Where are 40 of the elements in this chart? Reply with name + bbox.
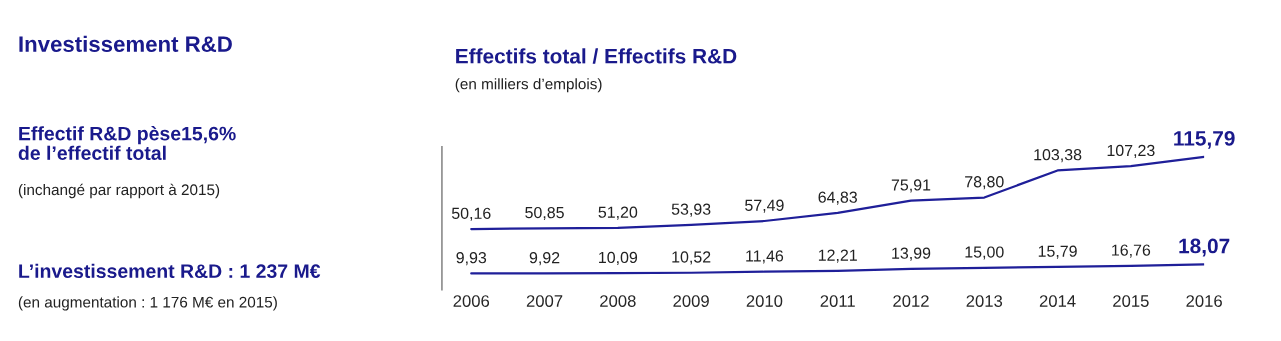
data-label: 12,21 [818,249,857,263]
data-label: 10,09 [599,251,638,266]
data-label: 15,00 [965,246,1004,260]
chart-subtitle: (en milliers d’emplois) [455,78,602,93]
data-label: 75,91 [891,179,931,193]
data-label: 78,80 [965,176,1004,190]
x-tick-label: 2008 [600,295,636,307]
text: L’investissement R&D : 1 237 M€ [19,263,321,279]
data-label: 50,16 [451,207,491,221]
data-label: 18,07 [1179,238,1230,257]
x-tick-label: 2007 [526,295,563,307]
data-label: 64,83 [818,191,857,205]
x-tick-label: 2013 [966,295,1003,307]
text: (inchangé par rapport à 2015) [18,183,220,199]
data-label: 103,38 [1034,149,1082,163]
data-label: 51,20 [598,206,638,220]
data-label: 107,23 [1107,144,1155,158]
data-label: 115,79 [1174,130,1235,149]
text: Investissement R&D [19,35,232,52]
data-label: 10,52 [672,251,711,265]
x-tick-label: 2012 [893,295,929,307]
data-label: 11,46 [746,250,784,264]
data-label: 9,93 [456,251,487,266]
data-label: 57,49 [745,199,784,213]
data-label: 53,93 [671,203,711,217]
data-label: 9,92 [529,252,560,266]
data-label: 50,85 [525,206,564,221]
text: (en augmentation : 1 176 M€ en 2015) [18,296,277,311]
x-tick-label: 2010 [746,295,783,307]
x-tick-label: 2011 [820,295,855,307]
chart-title: Effectifs total / Effectifs R&D [456,48,737,64]
x-tick-label: 2014 [1039,295,1076,307]
x-tick-label: 2006 [453,295,490,307]
data-label: 15,79 [1038,245,1077,259]
x-tick-label: 2009 [673,295,709,307]
text: Effectif R&D pèse15,6% de l’effectif total [18,126,236,160]
data-label: 13,99 [892,247,931,261]
x-tick-label: 2016 [1186,295,1222,307]
x-tick-label: 2015 [1113,295,1149,307]
data-label: 16,76 [1112,244,1151,258]
